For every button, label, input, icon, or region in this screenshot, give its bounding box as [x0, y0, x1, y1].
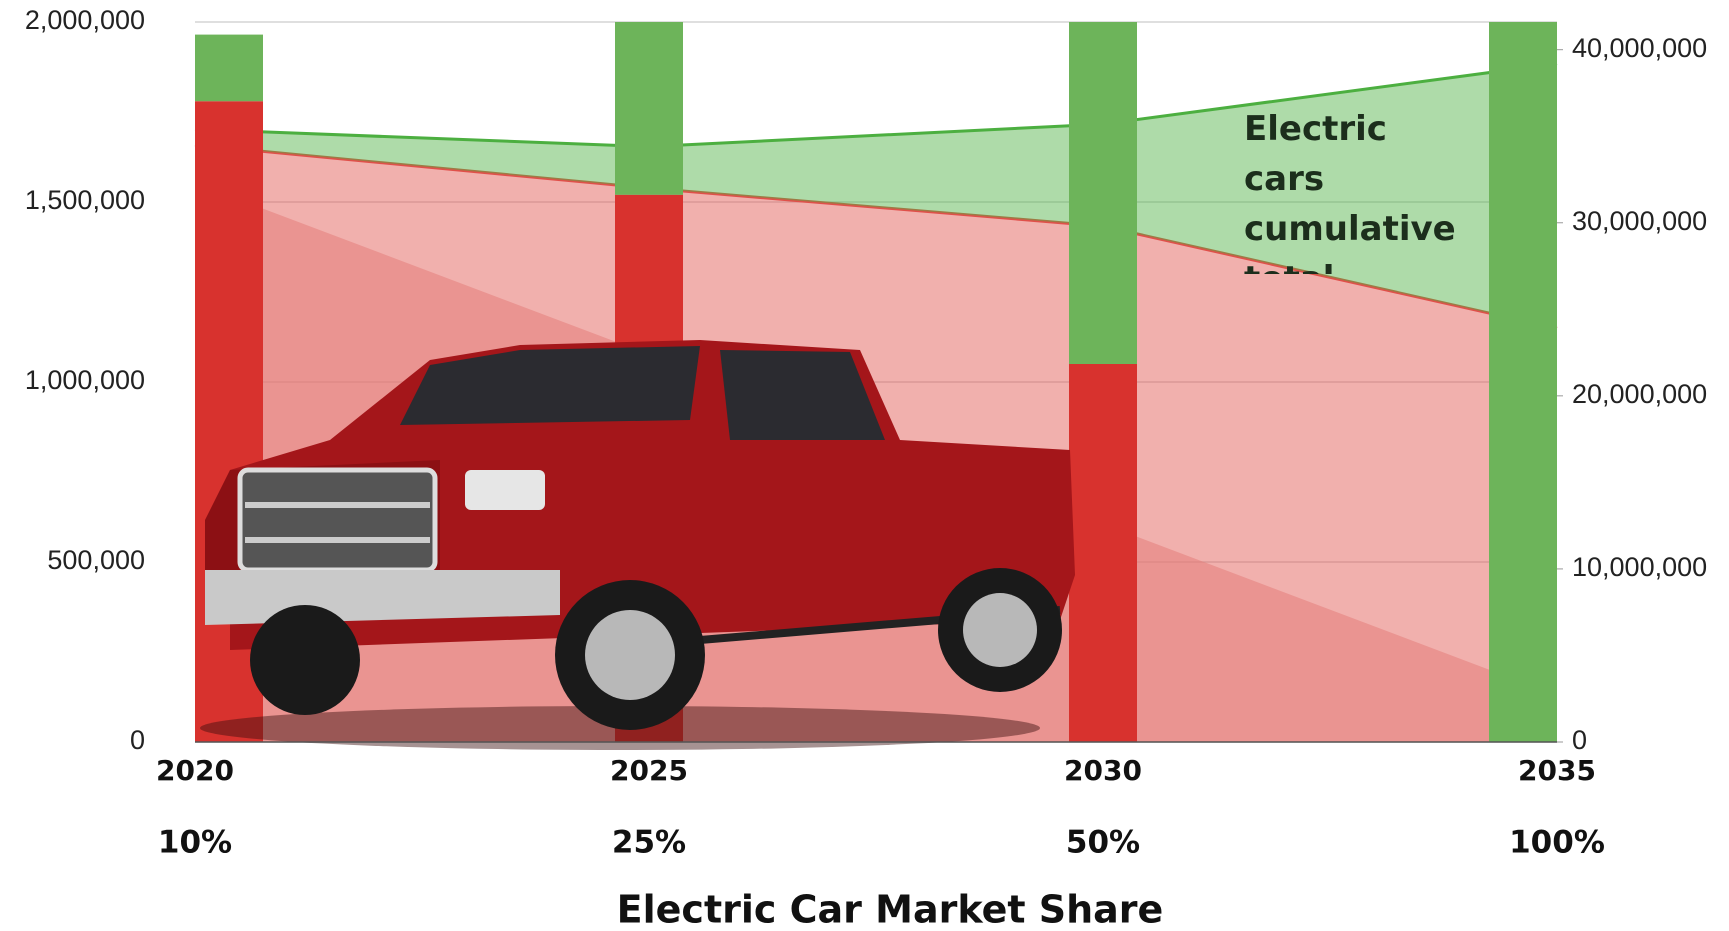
market-share-label: 50% — [1066, 825, 1140, 861]
x-tick-label: 2025 — [610, 754, 688, 787]
bar — [1069, 364, 1137, 742]
y2-tick-label: 20,000,000 — [1572, 379, 1707, 409]
bar — [615, 22, 683, 195]
bar — [1069, 22, 1137, 364]
bar — [195, 34, 263, 102]
bar — [1489, 22, 1557, 742]
market-share-label: 100% — [1509, 825, 1605, 861]
x-tick-label: 2020 — [156, 754, 234, 787]
line-area — [195, 63, 1557, 329]
y2-tick-label: 40,000,000 — [1572, 33, 1707, 63]
line — [194, 62, 1558, 149]
axes: 0 500,000 1,000,000 1,500,000 2,000,000 0 10,0… — [25, 5, 1707, 860]
x-tick-label: 2030 — [1064, 754, 1142, 787]
annotation-box: Electric cars cumulative total — [1244, 109, 1456, 274]
y2-tick-label: 30,000,000 — [1572, 206, 1707, 236]
y-tick-label: 500,000 — [47, 545, 145, 575]
y2-tick-label: 10,000,000 — [1572, 552, 1707, 582]
market-share-label: 25% — [612, 825, 686, 861]
x-tick-label: 2035 — [1518, 754, 1596, 787]
x-axis-title: Electric Car Market Share — [617, 888, 1164, 931]
line — [194, 143, 1558, 330]
truck-illustration — [200, 340, 1075, 750]
annotation: Electric cars cumulative total — [1244, 109, 1456, 274]
y-tick-label: 1,000,000 — [25, 365, 145, 395]
market-share-label: 10% — [158, 825, 232, 861]
y2-tick-label: 0 — [1572, 725, 1587, 755]
y-tick-label: 0 — [130, 725, 145, 755]
y-tick-label: 2,000,000 — [25, 5, 145, 35]
y-tick-label: 1,500,000 — [25, 185, 145, 215]
